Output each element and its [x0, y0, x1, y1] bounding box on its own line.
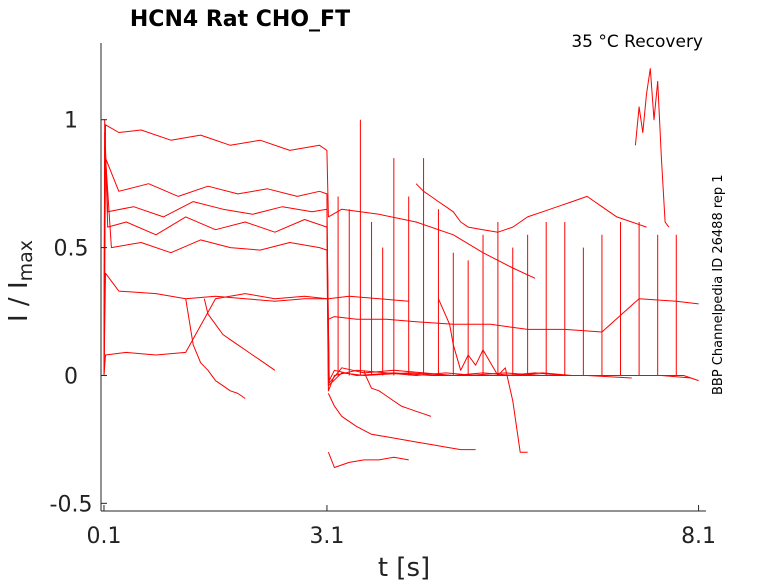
x-tick-label: 8.1 — [681, 524, 716, 549]
series-line-9 — [203, 298, 276, 371]
series-line-5 — [103, 272, 409, 376]
y-tick-label: 0.5 — [54, 237, 89, 262]
y-ticks: -0.5 0 0.5 1 — [50, 109, 107, 517]
data-traces — [103, 68, 699, 468]
series-line-4 — [103, 157, 632, 387]
series-line-12 — [328, 298, 699, 333]
series-line-15 — [634, 68, 670, 228]
y-axis-label: I / Imax — [4, 240, 37, 322]
x-ticks: 0.1 3.1 8.1 — [86, 505, 716, 549]
series-line-2 — [103, 132, 692, 384]
chart-annotation: 35 °C Recovery — [571, 32, 703, 52]
series-line-8 — [185, 298, 246, 399]
series-line-11 — [327, 452, 409, 468]
series-line-16 — [363, 370, 432, 417]
series-line-6 — [103, 293, 327, 376]
plot-area: -0.5 0 0.5 1 0.1 3.1 8.1 — [50, 43, 716, 549]
y-axis-label-subscript: max — [15, 240, 37, 281]
series-line-7 — [103, 124, 536, 376]
y-tick-label: 1 — [64, 109, 78, 134]
series-line-10 — [327, 393, 476, 451]
x-tick-label: 3.1 — [309, 524, 344, 549]
y-tick-label: 0 — [64, 364, 78, 389]
series-line-14 — [415, 183, 647, 233]
x-axis-label: t [s] — [378, 553, 430, 583]
y-tick-label: -0.5 — [50, 492, 93, 517]
series-line-1 — [103, 119, 699, 382]
series-line-3 — [103, 144, 654, 392]
side-label: BBP Channelpedia ID 26488 rep 1 — [711, 174, 726, 395]
chart-title: HCN4 Rat CHO_FT — [130, 7, 350, 32]
y-axis-label-main: I / I — [4, 281, 34, 322]
x-tick-label: 0.1 — [86, 524, 121, 549]
